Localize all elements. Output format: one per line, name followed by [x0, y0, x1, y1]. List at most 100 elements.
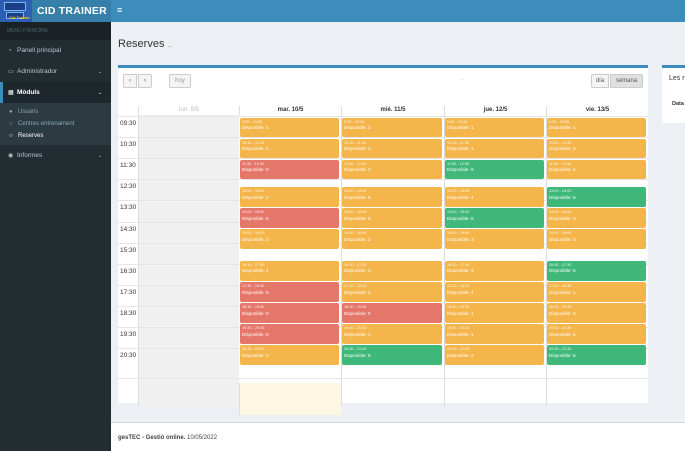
- event-block[interactable]: 16:30 - 17:30 Disponible: 4: [240, 260, 339, 281]
- event-time: 11:30 - 12:30: [344, 161, 367, 166]
- event-label: Disponible: 1: [447, 125, 474, 130]
- day-view-button[interactable]: día: [591, 74, 609, 88]
- event-time: 17:30 - 18:30: [242, 284, 265, 289]
- event-time: 20:30 - 21:30: [447, 347, 470, 352]
- day-column[interactable]: [546, 115, 648, 406]
- event-block[interactable]: 14:00 - 15:00 Disponible: 6: [445, 208, 544, 228]
- event-block[interactable]: 16:30 - 17:30 Disponible: 3: [445, 260, 544, 281]
- event-block[interactable]: 18:30 - 19:30 Disponible: 1: [445, 303, 544, 323]
- event-time: 15:00 - 16:00: [447, 231, 470, 236]
- day-column[interactable]: [138, 115, 239, 406]
- menu-toggle-icon[interactable]: ≡: [117, 5, 123, 15]
- sidebar-subitem-usuaris[interactable]: ● Usuaris: [0, 106, 111, 118]
- event-block[interactable]: 20:30 - 21:30 Disponible: 6: [547, 345, 646, 365]
- page-title: Reserves: [118, 38, 165, 50]
- event-block[interactable]: 16:30 - 17:30 Disponible: 3: [342, 260, 442, 281]
- event-label: Disponible: 1: [447, 331, 474, 337]
- event-block[interactable]: 15:00 - 16:00 Disponible: 3: [547, 229, 646, 249]
- event-block[interactable]: 13:00 - 14:00 Disponible: 4: [445, 187, 544, 207]
- event-block[interactable]: 19:30 - 20:30 Disponible: 5: [547, 324, 646, 344]
- sidebar-item-informes[interactable]: ◉ Informes ⌄: [0, 145, 111, 166]
- event-block[interactable]: 15:00 - 16:00 Disponible: 3: [445, 229, 544, 249]
- event-block[interactable]: 11:30 - 12:30 Disponible: 6: [445, 159, 544, 180]
- event-label: Disponible: 3: [447, 236, 474, 242]
- event-block[interactable]: 15:00 - 16:00 Disponible: 2: [240, 229, 339, 249]
- event-block[interactable]: 11:30 - 12:30 Disponible: 3: [342, 159, 442, 180]
- event-block[interactable]: 13:00 - 14:00 Disponible: 5: [342, 187, 442, 207]
- sidebar-item-panell-principal[interactable]: ◔ Panell principal: [0, 40, 111, 61]
- event-block[interactable]: 19:30 - 20:30 Disponible: 0: [240, 324, 339, 344]
- event-block[interactable]: 9:30 - 10:30 Disponible: 3: [342, 117, 442, 138]
- event-label: Disponible: 1: [549, 289, 576, 295]
- event-block[interactable]: 17:30 - 18:30 Disponible: 2: [342, 282, 442, 302]
- event-time: 10:30 - 11:30: [447, 140, 470, 145]
- event-block[interactable]: 11:30 - 12:30 Disponible: 0: [240, 159, 339, 180]
- event-block[interactable]: 20:30 - 21:30 Disponible: 6: [342, 345, 442, 365]
- event-block[interactable]: 14:00 - 15:00 Disponible: 5: [342, 208, 442, 228]
- event-block[interactable]: 10:30 - 11:30 Disponible: 4: [240, 138, 339, 159]
- user-icon: ●: [9, 109, 13, 115]
- event-block[interactable]: 19:30 - 20:30 Disponible: 1: [342, 324, 442, 344]
- event-label: Disponible: 3: [344, 146, 371, 152]
- event-block[interactable]: 10:30 - 11:30 Disponible: 2: [547, 138, 646, 159]
- prev-button[interactable]: ‹: [123, 74, 137, 88]
- event-block[interactable]: 20:30 - 21:30 Disponible: 2: [445, 345, 544, 365]
- event-block[interactable]: 17:30 - 18:30 Disponible: 0: [240, 282, 339, 302]
- sidebar-item-administrador[interactable]: ▭ Administrador ⌄: [0, 61, 111, 82]
- event-time: 10:30 - 11:30: [344, 140, 367, 145]
- day-column[interactable]: [341, 115, 444, 406]
- event-time: 17:30 - 18:30: [447, 284, 470, 289]
- event-block[interactable]: 13:00 - 14:00 Disponible: 6: [547, 187, 646, 207]
- event-block[interactable]: 14:00 - 15:00 Disponible: 3: [547, 208, 646, 228]
- page-header: Reserves...: [118, 38, 172, 50]
- panel-column-header: Data: [672, 101, 684, 107]
- dashboard-icon: ◔: [8, 47, 12, 54]
- calendar-toolbar: ‹ › hoy - día semana: [123, 74, 645, 89]
- event-label: Disponible: 2: [242, 194, 269, 200]
- event-block[interactable]: 16:30 - 17:30 Disponible: 6: [547, 260, 646, 281]
- event-label: Disponible: 0: [242, 215, 269, 221]
- event-block[interactable]: 13:00 - 14:00 Disponible: 2: [240, 187, 339, 207]
- day-header: vie. 13/5: [546, 106, 648, 115]
- event-label: Disponible: 4: [447, 289, 474, 295]
- event-label: Disponible: 6: [549, 194, 576, 200]
- event-block[interactable]: 20:30 - 21:30 Disponible: 3: [240, 345, 339, 365]
- sidebar-submenu: ● Usuaris ○ Centres entrenament ○ Reserv…: [0, 103, 111, 145]
- event-label: Disponible: 3: [242, 352, 269, 358]
- event-block[interactable]: 18:30 - 19:30 Disponible: 0: [342, 303, 442, 323]
- sidebar-subitem-centres[interactable]: ○ Centres entrenament: [0, 118, 111, 130]
- event-block[interactable]: 19:30 - 20:30 Disponible: 1: [445, 324, 544, 344]
- event-block[interactable]: 17:30 - 18:30 Disponible: 1: [547, 282, 646, 302]
- event-block[interactable]: 9:30 - 10:30 Disponible: 4: [240, 117, 339, 138]
- time-row-line: [118, 116, 648, 117]
- day-column[interactable]: [444, 115, 546, 406]
- event-block[interactable]: 17:30 - 18:30 Disponible: 4: [445, 282, 544, 302]
- event-block[interactable]: 18:30 - 19:30 Disponible: 0: [240, 303, 339, 323]
- event-block[interactable]: 9:30 - 10:30 Disponible: 4: [547, 117, 646, 138]
- event-label: Disponible: 2: [242, 236, 269, 242]
- event-block[interactable]: 14:00 - 15:00 Disponible: 0: [240, 208, 339, 228]
- event-block[interactable]: 10:30 - 11:30 Disponible: 3: [342, 138, 442, 159]
- event-label: Disponible: 6: [447, 167, 474, 173]
- event-block[interactable]: 10:30 - 11:30 Disponible: 1: [445, 138, 544, 159]
- event-block[interactable]: 11:30 - 12:30 Disponible: 4: [547, 159, 646, 180]
- app-logo[interactable]: Cid Trainer CID TRAINER: [0, 0, 111, 22]
- today-button[interactable]: hoy: [169, 74, 191, 88]
- day-header: jue. 12/5: [444, 106, 546, 115]
- event-time: 14:00 - 15:00: [242, 210, 265, 215]
- day-column[interactable]: [239, 382, 341, 415]
- week-view-button[interactable]: semana: [610, 74, 643, 88]
- event-label: Disponible: 3: [344, 167, 371, 173]
- event-time: 14:00 - 15:00: [344, 210, 367, 215]
- event-time: 19:30 - 20:30: [242, 326, 265, 331]
- next-button[interactable]: ›: [138, 74, 152, 88]
- event-label: Disponible: 0: [242, 167, 269, 173]
- sidebar-subitem-reserves[interactable]: ○ Reserves: [0, 130, 111, 142]
- event-block[interactable]: 18:30 - 19:30 Disponible: 3: [547, 303, 646, 323]
- time-label: 15:30: [120, 246, 137, 254]
- sidebar-item-moduls[interactable]: ▦ Mòduls ⌄: [0, 82, 111, 103]
- event-block[interactable]: 15:00 - 16:00 Disponible: 2: [342, 229, 442, 249]
- circle-icon: ○: [9, 121, 13, 127]
- chevron-down-icon: ⌄: [97, 152, 102, 159]
- event-block[interactable]: 9:30 - 10:30 Disponible: 1: [445, 117, 544, 138]
